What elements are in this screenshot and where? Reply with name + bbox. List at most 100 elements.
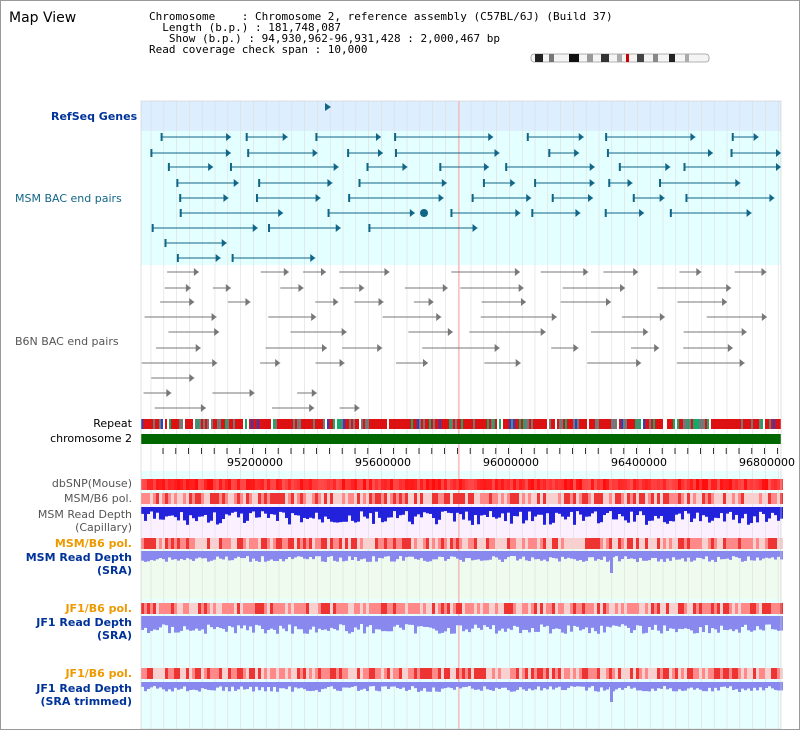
b6n-bac-end-arrow [321,344,327,352]
depth-bar [210,616,213,628]
b6n-bac-end-arrow [359,284,365,292]
depth-bar [168,682,171,690]
depth-bar [438,682,441,692]
heat-cell [444,603,447,614]
depth-bar [501,616,504,629]
heat-cell [537,493,540,504]
track-label-msm-depth-capillary[interactable]: MSM Read Depth [37,508,132,521]
depth-bar [627,551,630,559]
heat-cell [750,538,753,549]
depth-bar [312,551,315,560]
track-label-b6n-bac[interactable]: B6N BAC end pairs [15,335,119,348]
heat-cell [297,603,300,614]
depth-bar [396,507,399,519]
track-label-jf1-depth-trimmed[interactable]: JF1 Read Depth [36,682,132,695]
depth-bar [369,507,372,514]
heat-cell [144,603,147,614]
depth-bar [282,551,285,562]
depth-bar [303,507,306,518]
depth-bar [612,682,615,692]
repeat-block [339,419,341,429]
heat-cell [711,603,714,614]
heat-cell [357,493,360,504]
depth-bar [693,682,696,690]
heat-cell [492,603,495,614]
heat-cell [759,493,762,504]
depth-bar [141,551,144,561]
heat-cell [639,493,642,504]
msm-bac-end [505,163,508,171]
depth-bar [597,616,600,634]
depth-bar [399,682,402,689]
track-label-refseq[interactable]: RefSeq Genes [51,110,138,123]
depth-bar [405,551,408,558]
heat-cell [513,668,516,679]
heat-cell [507,668,510,679]
heat-cell [408,493,411,504]
depth-bar [210,682,213,691]
depth-bar-spike [610,682,613,702]
b6n-bac-end-arrow [214,328,220,336]
heat-cell [339,668,342,679]
heat-cell [459,603,462,614]
heat-cell [540,479,543,490]
chromosome-ideogram[interactable] [529,53,713,63]
heat-cell [636,479,639,490]
show-info: Show (b.p.) : 94,930,962-96,931,428 : 2,… [168,32,501,45]
depth-bar [474,551,477,560]
track-label-chromosome[interactable]: chromosome 2 [50,432,132,445]
repeat-block [295,419,297,429]
heat-cell [696,603,699,614]
b6n-bac-end-arrow [354,404,360,412]
depth-bar [621,616,624,625]
track-label-msm-depth-sra[interactable]: MSM Read Depth [25,551,132,564]
depth-bar [282,507,285,513]
depth-bar [378,682,381,692]
depth-bar [147,551,150,562]
depth-bar [435,616,438,631]
track-label-jf1-b6-pol-2[interactable]: JF1/B6 pol. [65,667,132,680]
msm-bac-end [347,149,350,157]
depth-bar [153,682,156,687]
heat-cell [765,493,768,504]
heat-cell [570,479,573,490]
depth-bar [576,507,579,512]
heat-cell [756,603,759,614]
track-label-repeat[interactable]: Repeat [93,417,132,430]
heat-cell [180,668,183,679]
heat-cell [414,603,417,614]
track-label-msm-bac[interactable]: MSM BAC end pairs [15,192,122,205]
heat-cell [153,603,156,614]
track-label-jf1-b6-pol[interactable]: JF1/B6 pol. [65,602,132,615]
repeat-block [645,419,647,429]
repeat-block [571,419,573,429]
heat-cell [603,479,606,490]
heat-cell [234,668,237,679]
depth-bar [174,551,177,560]
repeat-block [343,419,345,429]
b6n-bac-end-arrow [378,298,384,306]
heat-cell [174,493,177,504]
heat-cell [651,668,654,679]
repeat-block [549,419,551,429]
heat-cell [231,668,234,679]
depth-bar [489,616,492,630]
heat-cell [141,479,144,490]
heat-cell [195,479,198,490]
heat-cell [141,603,144,614]
heat-cell [399,668,402,679]
track-label-jf1-depth-sra[interactable]: JF1 Read Depth [36,616,132,629]
heat-cell [255,603,258,614]
heat-cell [309,668,312,679]
heat-cell [363,493,366,504]
track-label-msm-b6-pol-2[interactable]: MSM/B6 pol. [54,537,132,550]
depth-bar [279,507,282,512]
heat-cell [438,493,441,504]
track-label-dbsnp[interactable]: dbSNP(Mouse) [51,477,132,490]
heat-cell [411,479,414,490]
heat-cell [630,479,633,490]
heat-cell [594,668,597,679]
track-label-msm-b6-pol[interactable]: MSM/B6 pol. [64,492,132,505]
depth-bar [720,682,723,687]
